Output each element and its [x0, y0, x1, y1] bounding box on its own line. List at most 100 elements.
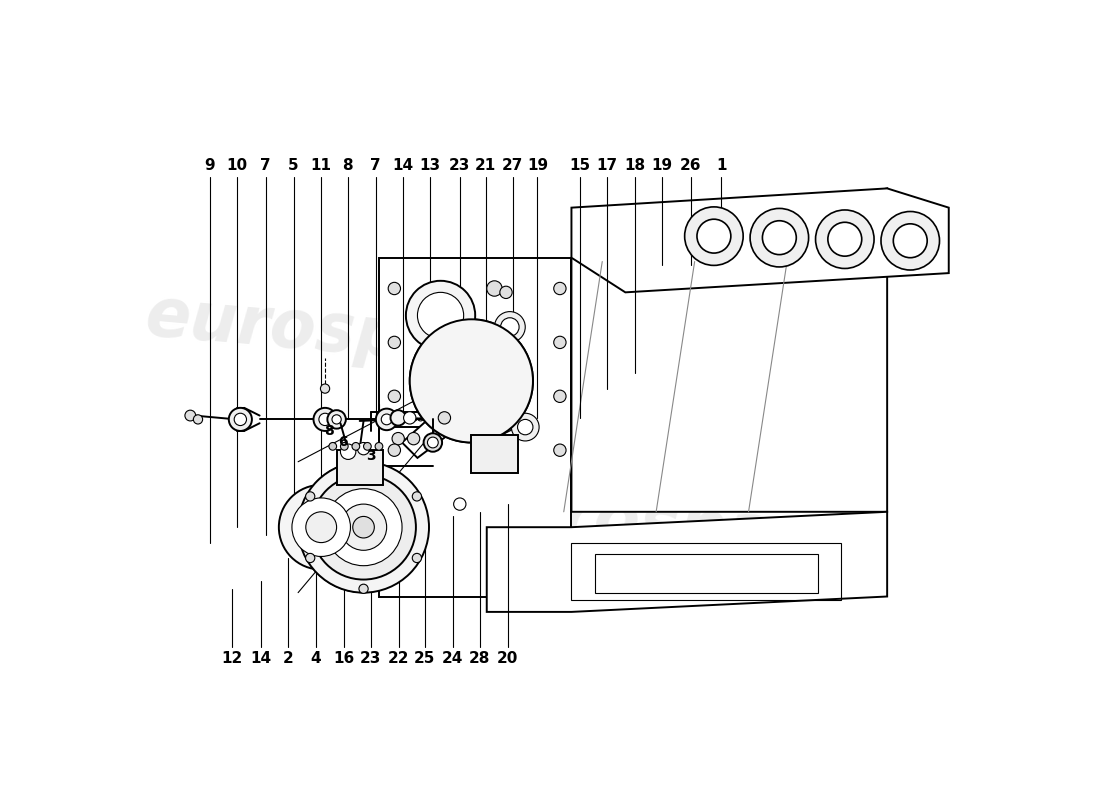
- Circle shape: [390, 410, 406, 426]
- Text: 17: 17: [596, 158, 617, 173]
- Circle shape: [428, 437, 438, 448]
- Circle shape: [453, 498, 466, 510]
- Text: 21: 21: [475, 158, 496, 173]
- Circle shape: [429, 338, 514, 423]
- Polygon shape: [378, 258, 572, 597]
- Text: 7: 7: [371, 158, 381, 173]
- Text: 9: 9: [205, 158, 214, 173]
- Circle shape: [306, 554, 315, 562]
- Circle shape: [306, 492, 315, 501]
- Circle shape: [553, 390, 566, 402]
- Text: 2: 2: [283, 650, 294, 666]
- Text: eurospares: eurospares: [143, 283, 569, 386]
- Circle shape: [358, 442, 370, 455]
- Circle shape: [512, 414, 539, 441]
- Circle shape: [382, 414, 392, 425]
- Text: 1: 1: [716, 158, 726, 173]
- Circle shape: [697, 219, 730, 253]
- Text: 12: 12: [221, 650, 242, 666]
- Bar: [337, 450, 383, 485]
- Circle shape: [517, 419, 534, 435]
- Text: 26: 26: [680, 158, 702, 173]
- Circle shape: [412, 554, 421, 562]
- Circle shape: [298, 462, 429, 593]
- Text: 20: 20: [497, 650, 518, 666]
- Text: 11: 11: [310, 158, 331, 173]
- Text: 27: 27: [503, 158, 524, 173]
- Text: 18: 18: [625, 158, 646, 173]
- Text: 10: 10: [227, 158, 248, 173]
- Circle shape: [424, 434, 442, 452]
- Circle shape: [185, 410, 196, 421]
- Circle shape: [341, 442, 349, 450]
- Circle shape: [407, 433, 420, 445]
- Circle shape: [359, 584, 369, 594]
- Circle shape: [388, 444, 400, 456]
- Circle shape: [499, 286, 513, 298]
- Text: 15: 15: [570, 158, 591, 173]
- Polygon shape: [572, 188, 887, 512]
- Circle shape: [363, 442, 372, 450]
- Circle shape: [409, 319, 534, 442]
- Circle shape: [388, 336, 400, 349]
- Circle shape: [341, 444, 355, 459]
- Circle shape: [359, 461, 369, 470]
- Circle shape: [319, 414, 331, 426]
- Circle shape: [234, 414, 246, 426]
- Text: 22: 22: [388, 650, 409, 666]
- Circle shape: [306, 512, 337, 542]
- Text: 5: 5: [288, 158, 299, 173]
- Circle shape: [292, 498, 351, 557]
- Circle shape: [409, 319, 534, 442]
- Circle shape: [392, 433, 405, 445]
- Circle shape: [194, 414, 202, 424]
- Circle shape: [893, 224, 927, 258]
- Text: 3: 3: [366, 450, 376, 463]
- Circle shape: [311, 475, 416, 579]
- Circle shape: [353, 517, 374, 538]
- Text: 24: 24: [442, 650, 463, 666]
- Circle shape: [750, 209, 808, 267]
- Circle shape: [279, 485, 364, 570]
- Circle shape: [553, 282, 566, 294]
- Text: 19: 19: [527, 158, 548, 173]
- Circle shape: [352, 442, 360, 450]
- Polygon shape: [403, 381, 480, 458]
- Circle shape: [486, 281, 502, 296]
- Polygon shape: [572, 188, 948, 292]
- Circle shape: [332, 414, 341, 424]
- Circle shape: [326, 489, 403, 566]
- Circle shape: [328, 410, 345, 429]
- Bar: [594, 554, 817, 593]
- Circle shape: [320, 384, 330, 394]
- Bar: [472, 435, 518, 474]
- Circle shape: [376, 409, 397, 430]
- Polygon shape: [486, 512, 887, 612]
- Circle shape: [458, 374, 485, 402]
- Text: 28: 28: [470, 650, 491, 666]
- Circle shape: [375, 442, 383, 450]
- Circle shape: [406, 281, 475, 350]
- Text: eurospares: eurospares: [466, 476, 892, 578]
- Text: 7: 7: [261, 158, 271, 173]
- Text: 23: 23: [360, 650, 382, 666]
- Text: 23: 23: [449, 158, 471, 173]
- Circle shape: [329, 442, 337, 450]
- Circle shape: [762, 221, 796, 254]
- Circle shape: [404, 412, 416, 424]
- Circle shape: [314, 408, 337, 431]
- Text: 13: 13: [419, 158, 440, 173]
- Text: 6: 6: [338, 435, 348, 450]
- Circle shape: [388, 282, 400, 294]
- Circle shape: [881, 211, 939, 270]
- Circle shape: [388, 390, 400, 402]
- Circle shape: [684, 207, 744, 266]
- Circle shape: [450, 359, 493, 402]
- Text: 14: 14: [393, 158, 414, 173]
- Text: 19: 19: [651, 158, 672, 173]
- Circle shape: [229, 408, 252, 431]
- Circle shape: [341, 504, 387, 550]
- Bar: [572, 542, 842, 600]
- Circle shape: [412, 492, 421, 501]
- Text: 25: 25: [415, 650, 436, 666]
